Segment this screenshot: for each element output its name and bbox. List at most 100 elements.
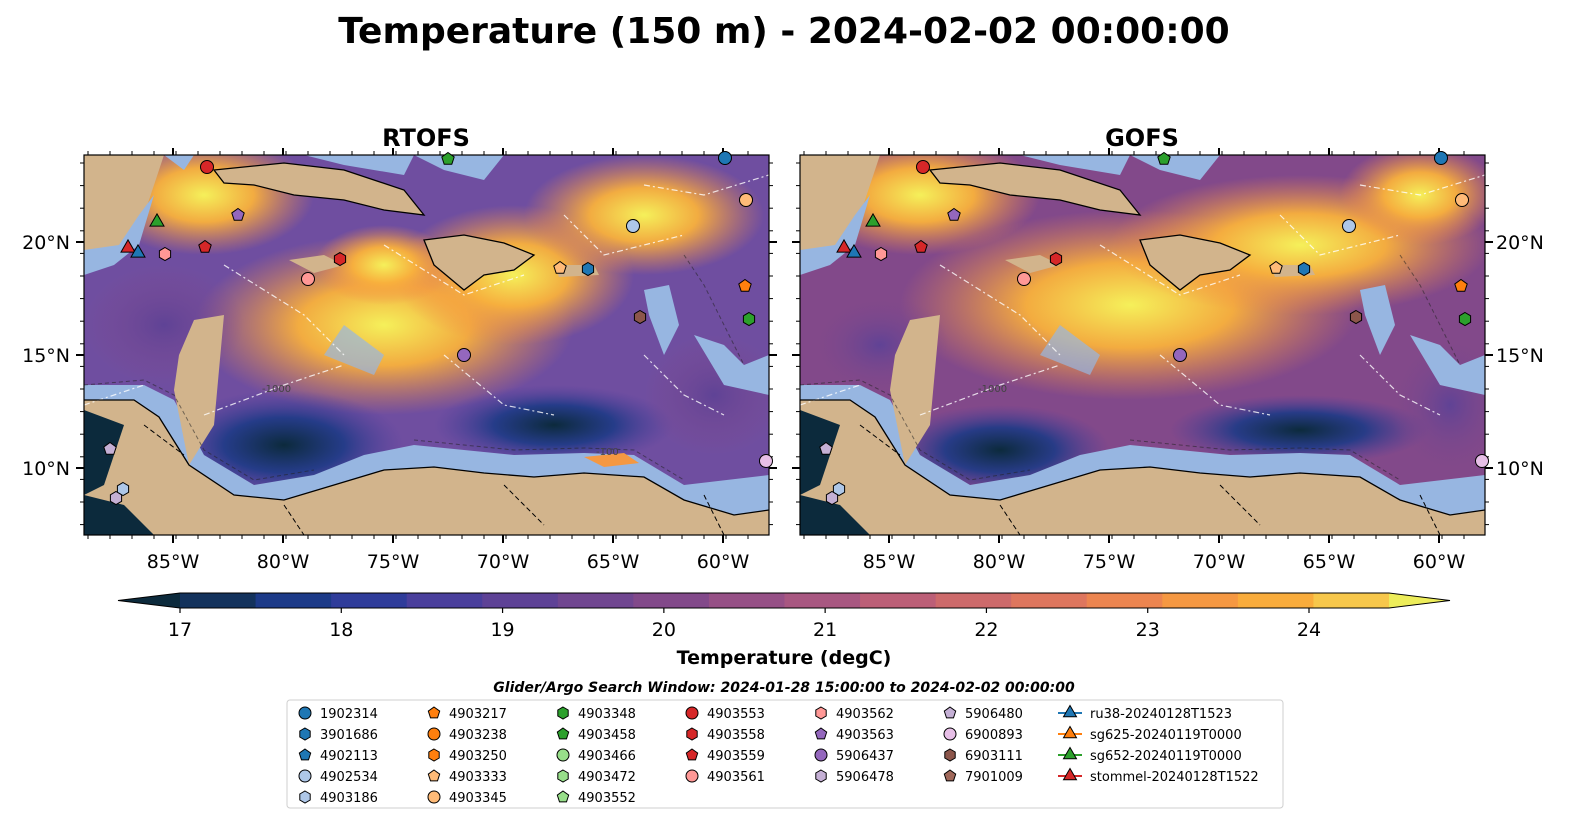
float-marker [581,261,595,277]
float-marker [116,481,130,497]
float-marker [200,160,214,174]
colorbar-bin [255,593,332,608]
legend-label: 4903217 [449,707,507,722]
legend-marker [1062,767,1078,781]
panel-title-rtofs: RTOFS [382,124,470,152]
legend-label: 4903552 [578,791,636,806]
legend-marker [298,748,312,761]
colorbar-extend-max [1389,593,1450,608]
float-marker [198,239,212,253]
float-marker [231,207,245,221]
colorbar-label: Temperature (degC) [677,647,892,669]
legend-marker [299,790,311,804]
figure-title: Temperature (150 m) - 2024-02-02 00:00:0… [338,11,1229,52]
colorbar-bin [1086,593,1163,608]
float-marker [865,212,881,227]
float-marker [738,278,752,292]
panel-rtofs: RTOFS [83,124,770,536]
x-tick-label: 70°W [477,551,530,573]
float-marker [1157,151,1171,165]
legend-marker [557,769,569,783]
colorbar-tick-label: 24 [1297,619,1321,641]
x-tick-label: 60°W [697,551,750,573]
x-tick-label: 80°W [257,551,310,573]
colorbar-tick-label: 23 [1136,619,1160,641]
legend-label: 4903345 [449,791,507,806]
colorbar-tick-label: 19 [490,619,514,641]
legend-marker [943,769,957,782]
colorbar-bin [1011,593,1088,608]
float-marker [1455,193,1469,207]
float-marker [333,251,347,267]
float-marker [819,441,833,455]
legend-marker [299,727,311,741]
float-marker [149,212,165,227]
legend-marker [298,769,312,783]
legend-marker [685,769,699,783]
colorbar-bin [482,593,559,608]
x-tick-label: 75°W [367,551,420,573]
legend-marker [427,727,441,741]
colorbar-bin [633,593,710,608]
colorbar: 17 18 19 20 21 22 23 24 Temperature (degC) [117,592,1451,669]
float-marker [633,309,647,325]
contour-label: -1000 [978,384,1007,395]
frame-rtofs [83,154,770,536]
colorbar-bins: 17 18 19 20 21 22 23 24 [117,592,1451,641]
colorbar-bin [935,593,1012,608]
colorbar-bin [708,593,786,608]
float-marker [832,481,846,497]
legend-label: 4903561 [707,770,765,785]
float-marker [1297,261,1311,277]
colorbar-tick-label: 18 [329,619,353,641]
legend-marker [815,769,827,783]
float-marker [441,151,455,165]
float-marker [301,272,315,286]
legend-marker [943,727,957,741]
legend-marker [428,748,440,762]
x-tick-label: 65°W [587,551,640,573]
float-marker [1342,219,1356,233]
legend-marker [943,706,957,719]
colorbar-bin [1313,593,1390,608]
legend-marker [944,748,956,762]
float-marker [1475,454,1489,468]
float-marker [874,246,888,262]
search-window-subtitle: Glider/Argo Search Window: 2024-01-28 15… [493,680,1075,696]
float-marker [1173,348,1187,362]
legend-label: 4902113 [320,749,378,764]
x-tick-label: 85°W [147,551,200,573]
colorbar-bin [557,593,634,608]
y-tick-label-left: 10°N [22,458,70,480]
legend-marker [686,727,698,741]
float-marker [457,348,471,362]
legend-marker [427,769,441,782]
contour-label: -1000 [262,384,291,395]
legend-label: stommel-20240128T1522 [1090,770,1259,785]
x-tick-label: 85°W [863,551,916,573]
legend-marker [1062,704,1078,718]
legend-box [286,699,1284,809]
float-marker [825,490,839,506]
legend-label: 3901686 [320,728,378,743]
legend: 1902314 3901686 4902113 4902534 4903186 49032… [298,704,1259,806]
legend-marker [298,706,312,720]
x-tick-label: 75°W [1083,551,1136,573]
float-marker [109,490,123,506]
legend-marker [685,706,699,720]
float-marker [739,193,753,207]
float-marker [1269,260,1283,274]
legend-label: 4903563 [836,728,894,743]
legend-label: 6900893 [965,728,1023,743]
legend-label: 4902534 [320,770,378,785]
float-marker [626,219,640,233]
legend-label: ru38-20240128T1523 [1090,707,1232,722]
legend-label: 4903559 [707,749,765,764]
legend-label: 4903250 [449,749,507,764]
legend-marker [556,748,570,762]
legend-label: 4903553 [707,707,765,722]
legend-label: 5906437 [836,749,894,764]
legend-label: 7901009 [965,770,1023,785]
legend-marker [815,706,827,720]
legend-marker [556,790,570,803]
